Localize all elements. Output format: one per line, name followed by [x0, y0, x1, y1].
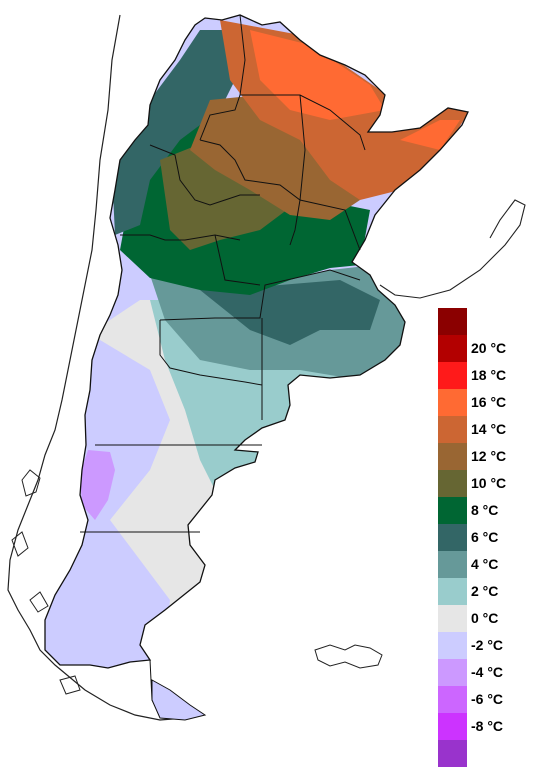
province-borders — [80, 14, 366, 719]
legend-row — [438, 308, 538, 335]
legend-swatch — [438, 362, 467, 389]
legend-row: -4 °C — [438, 659, 538, 686]
legend-swatch — [438, 551, 467, 578]
legend-swatch — [438, 713, 467, 740]
legend-label: 14 °C — [469, 421, 509, 437]
legend-row: 2 °C — [438, 578, 538, 605]
legend-row: 18 °C — [438, 362, 538, 389]
malvinas-islands — [314, 644, 383, 669]
legend-label: 20 °C — [469, 340, 509, 356]
legend-swatch — [438, 497, 467, 524]
legend-swatch — [438, 659, 467, 686]
legend-row: 6 °C — [438, 524, 538, 551]
temperature-map — [7, 14, 526, 721]
legend-swatch — [438, 335, 467, 362]
chile-island-outline — [11, 469, 81, 695]
legend-label: 6 °C — [469, 529, 501, 545]
tierra-del-fuego — [151, 679, 207, 721]
legend-label: 18 °C — [469, 367, 509, 383]
legend-swatch — [438, 524, 467, 551]
legend-label: -2 °C — [469, 637, 506, 653]
legend-label: -8 °C — [469, 718, 506, 734]
legend-label: 4 °C — [469, 556, 501, 572]
chile-outline — [7, 14, 186, 721]
legend-row: 14 °C — [438, 416, 538, 443]
legend-row: -8 °C — [438, 713, 538, 740]
legend-row: -2 °C — [438, 632, 538, 659]
legend-swatch — [438, 389, 467, 416]
legend-row: 10 °C — [438, 470, 538, 497]
legend-swatch — [438, 443, 467, 470]
legend-row: 20 °C — [438, 335, 538, 362]
legend-row: -6 °C — [438, 686, 538, 713]
legend-label: 12 °C — [469, 448, 509, 464]
legend-label: 8 °C — [469, 502, 501, 518]
legend-swatch — [438, 470, 467, 497]
legend-swatch — [438, 578, 467, 605]
legend-label: -4 °C — [469, 664, 506, 680]
legend-label: -6 °C — [469, 691, 506, 707]
legend-swatch — [438, 416, 467, 443]
legend-label: 0 °C — [469, 610, 501, 626]
legend-swatch — [438, 740, 467, 767]
legend-row: 4 °C — [438, 551, 538, 578]
legend-row: 16 °C — [438, 389, 538, 416]
legend-label: 16 °C — [469, 394, 509, 410]
argentina-outline — [44, 14, 469, 669]
uruguay-outline — [379, 199, 526, 299]
legend-row: 8 °C — [438, 497, 538, 524]
legend-row: 12 °C — [438, 443, 538, 470]
legend-swatch — [438, 605, 467, 632]
temperature-legend: 20 °C 18 °C 16 °C 14 °C 12 °C 10 °C 8 °C 6 °C 4 … — [438, 308, 538, 767]
legend-swatch — [438, 632, 467, 659]
legend-swatch — [438, 686, 467, 713]
legend-row — [438, 740, 538, 767]
legend-row: 0 °C — [438, 605, 538, 632]
legend-label: 10 °C — [469, 475, 509, 491]
legend-label: 2 °C — [469, 583, 501, 599]
legend-swatch — [438, 308, 467, 335]
